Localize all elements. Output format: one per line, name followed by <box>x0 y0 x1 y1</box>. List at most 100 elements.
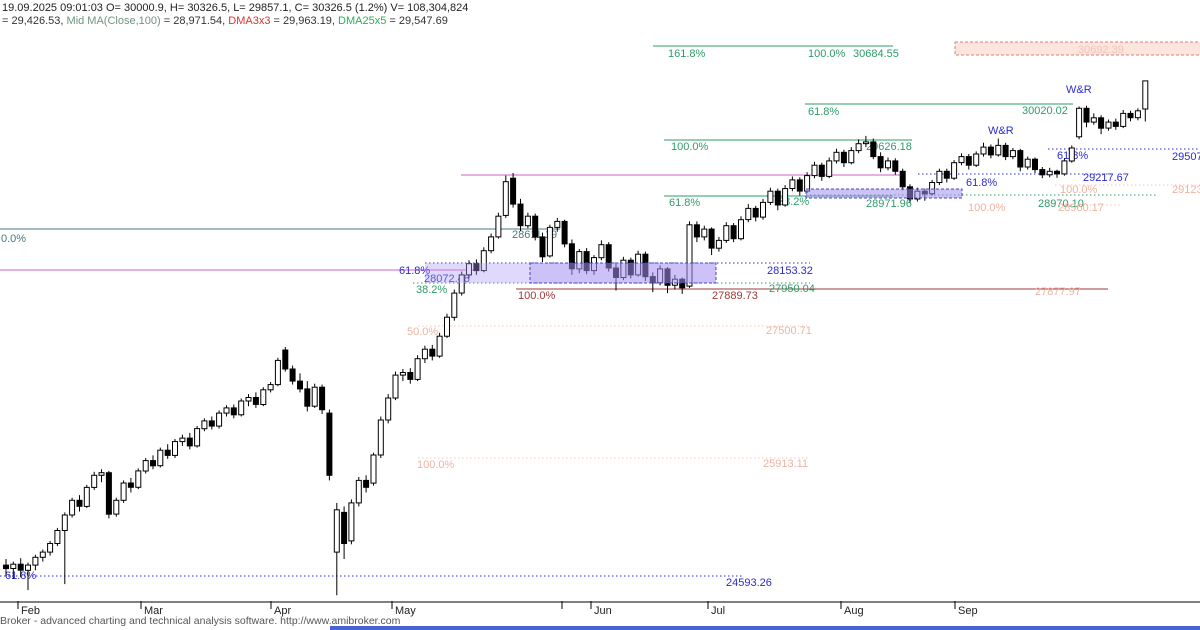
candle[interactable] <box>458 274 465 294</box>
candle[interactable] <box>899 170 906 188</box>
candle[interactable] <box>892 160 899 172</box>
candle[interactable] <box>47 543 54 553</box>
candle[interactable] <box>98 472 105 476</box>
candle[interactable] <box>554 220 561 228</box>
candle[interactable] <box>39 551 46 558</box>
candle[interactable] <box>818 164 825 177</box>
candle[interactable] <box>399 372 406 376</box>
candle[interactable] <box>17 563 24 571</box>
candle[interactable] <box>480 250 487 272</box>
candle[interactable] <box>539 236 546 258</box>
candle[interactable] <box>708 228 715 249</box>
candle[interactable] <box>965 156 972 166</box>
candle[interactable] <box>3 564 9 570</box>
candle[interactable] <box>252 397 259 405</box>
candle[interactable] <box>517 203 524 227</box>
candle[interactable] <box>715 239 722 249</box>
candle[interactable] <box>223 407 230 414</box>
candle[interactable] <box>245 397 252 402</box>
candle[interactable] <box>774 190 781 206</box>
candle[interactable] <box>1134 110 1141 119</box>
candle[interactable] <box>289 368 296 382</box>
candle[interactable] <box>238 400 245 416</box>
candle[interactable] <box>216 412 223 427</box>
candle[interactable] <box>840 151 847 164</box>
candle[interactable] <box>826 160 833 177</box>
candle[interactable] <box>10 563 17 570</box>
candle[interactable] <box>421 348 428 360</box>
candle[interactable] <box>135 470 142 488</box>
candle[interactable] <box>1098 117 1105 129</box>
candle[interactable] <box>1105 121 1112 129</box>
candle[interactable] <box>341 511 348 545</box>
candle[interactable] <box>436 335 443 357</box>
candle[interactable] <box>304 388 311 407</box>
candle[interactable] <box>701 228 708 238</box>
candle[interactable] <box>466 263 472 276</box>
candle[interactable] <box>510 177 517 205</box>
candle[interactable] <box>429 348 436 357</box>
candle[interactable] <box>392 374 399 399</box>
candle[interactable] <box>91 474 98 488</box>
candle[interactable] <box>958 156 965 164</box>
candle[interactable] <box>1090 117 1097 123</box>
candle[interactable] <box>142 460 149 472</box>
candle[interactable] <box>282 349 289 370</box>
candle[interactable] <box>760 201 766 218</box>
candle[interactable] <box>980 146 987 155</box>
candle[interactable] <box>561 220 568 245</box>
candle[interactable] <box>407 372 414 380</box>
candle[interactable] <box>730 225 737 240</box>
candle[interactable] <box>1112 121 1119 127</box>
candle[interactable] <box>473 263 480 272</box>
candle[interactable] <box>987 146 994 156</box>
candle[interactable] <box>1068 147 1075 162</box>
candle[interactable] <box>164 449 171 456</box>
candle[interactable] <box>877 156 884 169</box>
candle[interactable] <box>83 486 90 507</box>
candle[interactable] <box>172 441 178 456</box>
candle[interactable] <box>54 530 61 544</box>
candle[interactable] <box>385 397 392 421</box>
candle[interactable] <box>208 420 215 427</box>
candle[interactable] <box>267 384 274 391</box>
candle[interactable] <box>502 181 509 216</box>
candle[interactable] <box>348 502 355 542</box>
candle[interactable] <box>1009 150 1016 158</box>
candle[interactable] <box>524 215 531 227</box>
candle[interactable] <box>105 472 112 515</box>
candle[interactable] <box>488 236 495 252</box>
candle[interactable] <box>811 164 818 177</box>
candle[interactable] <box>686 224 693 287</box>
candle[interactable] <box>738 219 744 240</box>
candle[interactable] <box>973 153 980 166</box>
candle[interactable] <box>113 499 120 515</box>
candle[interactable] <box>150 460 156 467</box>
candle[interactable] <box>1024 158 1031 168</box>
candle[interactable] <box>693 224 700 238</box>
candle[interactable] <box>297 380 303 390</box>
candle[interactable] <box>1046 170 1053 176</box>
candle[interactable] <box>1061 160 1068 175</box>
candle[interactable] <box>25 564 31 571</box>
candle[interactable] <box>186 437 193 447</box>
candle[interactable] <box>885 160 891 169</box>
candle[interactable] <box>333 509 340 553</box>
candle[interactable] <box>120 482 127 501</box>
candle[interactable] <box>311 386 318 407</box>
candle[interactable] <box>1083 107 1090 123</box>
candle[interactable] <box>495 215 502 238</box>
candle[interactable] <box>1032 158 1038 171</box>
candle[interactable] <box>363 479 370 488</box>
candle[interactable] <box>782 188 789 206</box>
candle[interactable] <box>1054 170 1060 175</box>
candle[interactable] <box>157 449 164 467</box>
candle[interactable] <box>870 141 877 158</box>
candle[interactable] <box>532 215 539 238</box>
candle[interactable] <box>61 514 68 531</box>
candle[interactable] <box>1017 150 1024 168</box>
candle[interactable] <box>1039 169 1046 176</box>
candle[interactable] <box>1076 107 1083 138</box>
candle[interactable] <box>995 144 1002 156</box>
